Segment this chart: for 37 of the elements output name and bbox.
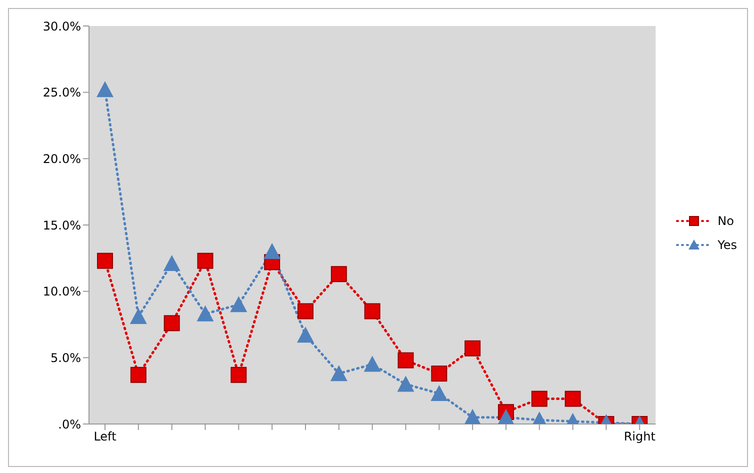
y-tick-label: 25.0% [42, 86, 81, 100]
point [230, 296, 248, 312]
point [364, 356, 381, 372]
point [364, 303, 380, 320]
point [330, 266, 347, 282]
point [531, 390, 548, 407]
point [196, 305, 214, 322]
y-tick-label: 30.0% [42, 19, 81, 34]
y-tick-label: .0% [58, 417, 81, 432]
legend-label: No [718, 214, 734, 228]
point [564, 390, 581, 407]
point [296, 326, 314, 343]
point [397, 376, 414, 392]
point [96, 81, 114, 98]
y-tick-label: 15.0% [42, 218, 81, 232]
point [264, 243, 281, 260]
y-tick-label: 5.0% [50, 350, 81, 365]
point [297, 303, 314, 320]
point [430, 384, 448, 401]
point [230, 366, 247, 383]
point [130, 308, 147, 324]
point [163, 254, 180, 271]
point [464, 408, 482, 424]
y-tick-label: 10.0% [42, 284, 81, 299]
point [431, 366, 448, 382]
x-tick-label: Left [94, 430, 117, 444]
x-tick-label: Right [624, 430, 656, 444]
point [97, 252, 113, 269]
point [130, 366, 146, 383]
y-tick-label: 20.0% [42, 152, 81, 166]
point [164, 315, 180, 332]
legend-label: Yes [718, 238, 737, 252]
point [330, 365, 348, 382]
point [464, 340, 481, 356]
point [197, 252, 214, 269]
point [398, 352, 414, 368]
point [497, 408, 514, 424]
